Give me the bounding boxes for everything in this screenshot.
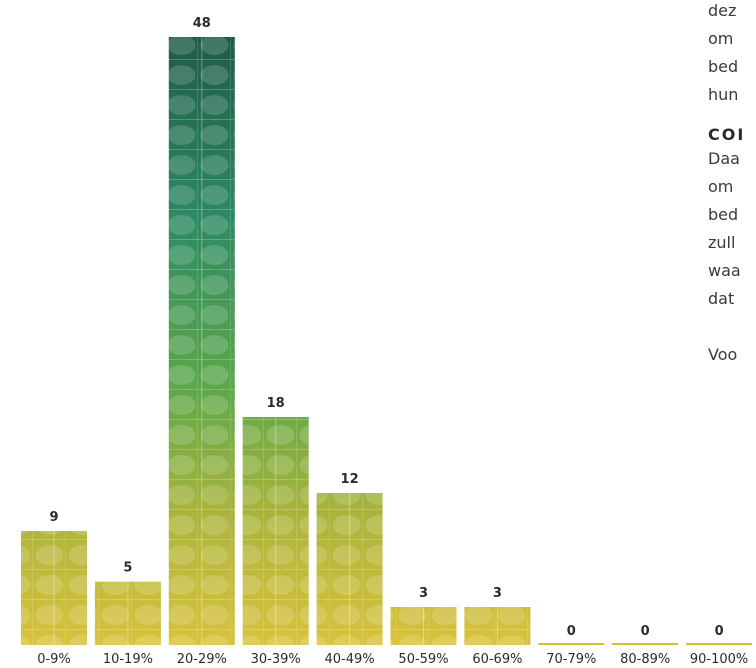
category-label: 80-89%	[620, 652, 670, 667]
value-label: 18	[267, 396, 285, 411]
bar-40-49%	[316, 493, 383, 645]
side-text-panel: dez om bed hun COI Daa om bed zull waa d…	[708, 0, 756, 668]
bar-30-39%	[242, 417, 309, 645]
side-text-line: dat	[708, 289, 735, 308]
bar-90-100%	[686, 643, 753, 645]
bar-50-59%	[390, 607, 457, 645]
side-text-line: bed	[708, 205, 739, 224]
side-text-line: zull	[708, 233, 736, 252]
category-label: 20-29%	[177, 652, 227, 667]
bar-10-19%	[94, 581, 161, 645]
value-label: 0	[567, 624, 576, 639]
category-label: 10-19%	[103, 652, 153, 667]
side-text-heading: COI	[708, 125, 746, 144]
value-label: 0	[641, 624, 650, 639]
value-label: 0	[715, 624, 724, 639]
side-text-line: hun	[708, 85, 739, 104]
category-label: 60-69%	[472, 652, 522, 667]
value-label: 48	[193, 16, 211, 31]
value-label: 3	[419, 586, 428, 601]
category-label: 40-49%	[325, 652, 375, 667]
category-label: 0-9%	[37, 652, 71, 667]
value-label: 3	[493, 586, 502, 601]
bar-70-79%	[538, 643, 605, 645]
side-text-line: dez	[708, 1, 737, 20]
value-label: 9	[49, 510, 58, 525]
side-text-line: Voo	[708, 345, 738, 364]
category-label: 90-100%	[690, 652, 748, 667]
category-label: 70-79%	[546, 652, 596, 667]
category-label: 50-59%	[398, 652, 448, 667]
category-label: 30-39%	[251, 652, 301, 667]
side-text-line: bed	[708, 57, 739, 76]
side-text-line: Daa	[708, 149, 740, 168]
bar-60-69%	[464, 607, 531, 645]
side-text-line: waa	[708, 261, 741, 280]
side-text-line: om	[708, 177, 734, 196]
bar-20-29%	[168, 37, 235, 645]
value-label: 5	[123, 561, 132, 576]
bar-0-9%	[21, 531, 87, 645]
side-text-line: om	[708, 29, 734, 48]
value-label: 12	[341, 472, 359, 487]
bar-80-89%	[612, 643, 679, 645]
